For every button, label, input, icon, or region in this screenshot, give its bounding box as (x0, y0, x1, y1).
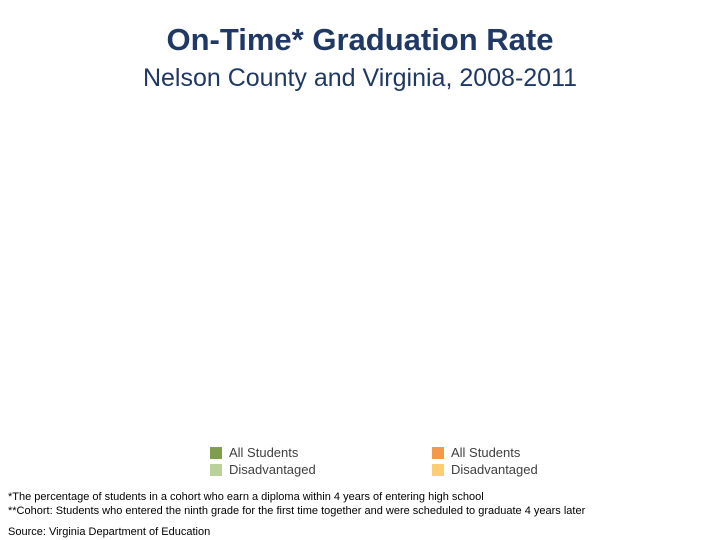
legend-group-county: All Students Disadvantaged (210, 444, 316, 478)
footnotes: *The percentage of students in a cohort … (8, 490, 585, 518)
legend-label: All Students (451, 445, 521, 460)
legend-item: All Students (432, 444, 538, 461)
legend-label: Disadvantaged (451, 462, 538, 477)
legend-label: Disadvantaged (229, 462, 316, 477)
chart-title: On-Time* Graduation Rate (166, 22, 554, 57)
legend-swatch (432, 446, 444, 459)
footnote-cohort: **Cohort: Students who entered the ninth… (8, 505, 586, 517)
legend-swatch (210, 463, 222, 476)
legend-group-state: All Students Disadvantaged (432, 444, 538, 478)
chart-subtitle: Nelson County and Virginia, 2008-2011 (142, 64, 578, 92)
plot-area (20, 105, 700, 435)
legend-item: All Students (210, 444, 316, 461)
legend-item: Disadvantaged (432, 461, 538, 478)
footnote-definition: *The percentage of students in a cohort … (8, 491, 484, 503)
legend-swatch (210, 446, 222, 459)
legend-swatch (432, 463, 444, 476)
source-note: Source: Virginia Department of Education (8, 526, 211, 538)
legend-item: Disadvantaged (210, 461, 316, 478)
legend-label: All Students (229, 445, 299, 460)
